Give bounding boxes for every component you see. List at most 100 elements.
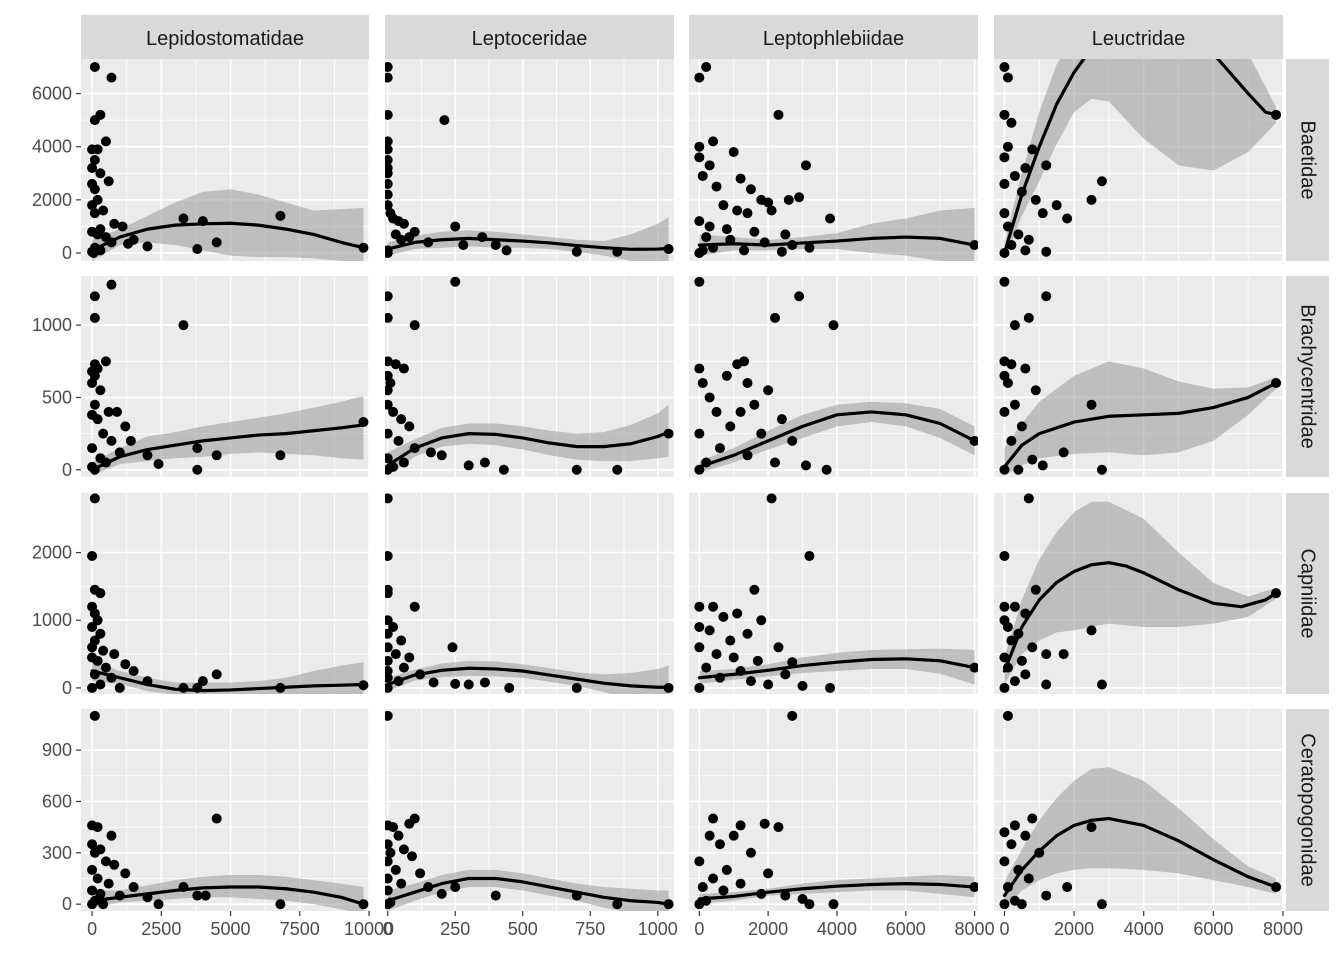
scatter-point [450,221,460,231]
scatter-point [394,831,404,841]
scatter-point [804,899,814,909]
scatter-point [1024,873,1034,883]
x-tick-label: 750 [575,919,605,939]
scatter-point [106,280,116,290]
scatter-point [90,184,100,194]
scatter-point [698,882,708,892]
scatter-point [1013,465,1023,475]
y-tick-label: 4000 [32,137,72,157]
scatter-point [718,612,728,622]
scatter-point [383,190,393,200]
x-tick-label: 1000 [638,919,678,939]
panel-capniidae-leuctridae [994,493,1283,694]
scatter-point [736,820,746,830]
scatter-point [120,659,130,669]
scatter-point [1097,176,1107,186]
scatter-point [101,663,111,673]
y-tick-label: 0 [62,243,72,263]
scatter-point [612,465,622,475]
scatter-point [1013,229,1023,239]
scatter-point [87,163,97,173]
y-tick-label: 600 [42,791,72,811]
scatter-point [1020,364,1030,374]
scatter-point [999,208,1009,218]
scatter-point [90,313,100,323]
scatter-point [115,683,125,693]
scatter-point [746,676,756,686]
scatter-point [739,245,749,255]
panel-background [689,276,978,477]
scatter-point [126,436,136,446]
scatter-point [718,885,728,895]
scatter-point [1041,649,1051,659]
scatter-point [999,856,1009,866]
scatter-point [1027,814,1037,824]
scatter-point [749,227,759,237]
scatter-point [798,681,808,691]
scatter-point [1024,493,1034,503]
scatter-point [109,649,119,659]
scatter-point [725,636,735,646]
scatter-point [829,320,839,330]
scatter-point [404,819,414,829]
scatter-point [1041,891,1051,901]
scatter-point [212,450,222,460]
scatter-point [275,450,285,460]
scatter-point [753,656,763,666]
scatter-point [106,73,116,83]
scatter-point [504,683,514,693]
scatter-point [999,110,1009,120]
scatter-point [732,359,742,369]
scatter-point [1086,195,1096,205]
scatter-point [1041,291,1051,301]
y-tick-label: 1000 [32,315,72,335]
scatter-point [725,421,735,431]
scatter-point [396,879,406,889]
scatter-point [1041,247,1051,257]
scatter-point [87,642,97,652]
column-strip-label: Leptoceridae [472,28,588,50]
scatter-point [1010,676,1020,686]
scatter-point [95,588,105,598]
scatter-point [705,625,715,635]
row-strip-label: Ceratopogonidae [1297,733,1319,886]
scatter-point [1020,831,1030,841]
scatter-point [104,879,114,889]
scatter-point [450,277,460,287]
panel-baetidae-leptoceridae [383,59,674,261]
scatter-point [773,642,783,652]
scatter-point [694,856,704,866]
scatter-point [708,602,718,612]
y-tick-label: 0 [62,678,72,698]
scatter-point [90,291,100,301]
scatter-point [499,465,509,475]
scatter-point [1020,245,1030,255]
scatter-point [410,320,420,330]
scatter-point [742,208,752,218]
scatter-point [1086,822,1096,832]
scatter-point [383,885,393,895]
scatter-point [1038,460,1048,470]
row-strip-brachycentridae: Brachycentridae [1286,276,1329,477]
scatter-point [756,429,766,439]
scatter-point [794,291,804,301]
scatter-point [383,656,393,666]
row-strip-baetidae: Baetidae [1286,59,1329,261]
scatter-point [1006,436,1016,446]
scatter-point [87,551,97,561]
scatter-point [780,669,790,679]
y-tick-label: 0 [62,460,72,480]
scatter-point [391,865,401,875]
scatter-point [701,663,711,673]
scatter-point [106,436,116,446]
panel-capniidae-leptoceridae [383,493,674,708]
scatter-point [1010,320,1020,330]
scatter-point [694,602,704,612]
scatter-point [1003,711,1013,721]
scatter-point [712,182,722,192]
scatter-point [773,110,783,120]
scatter-point [391,649,401,659]
scatter-point [729,147,739,157]
panel-ceratopogonidae-leuctridae: 0 2000 4000 6000 8000 [994,709,1303,939]
x-tick-label: 2500 [141,919,181,939]
